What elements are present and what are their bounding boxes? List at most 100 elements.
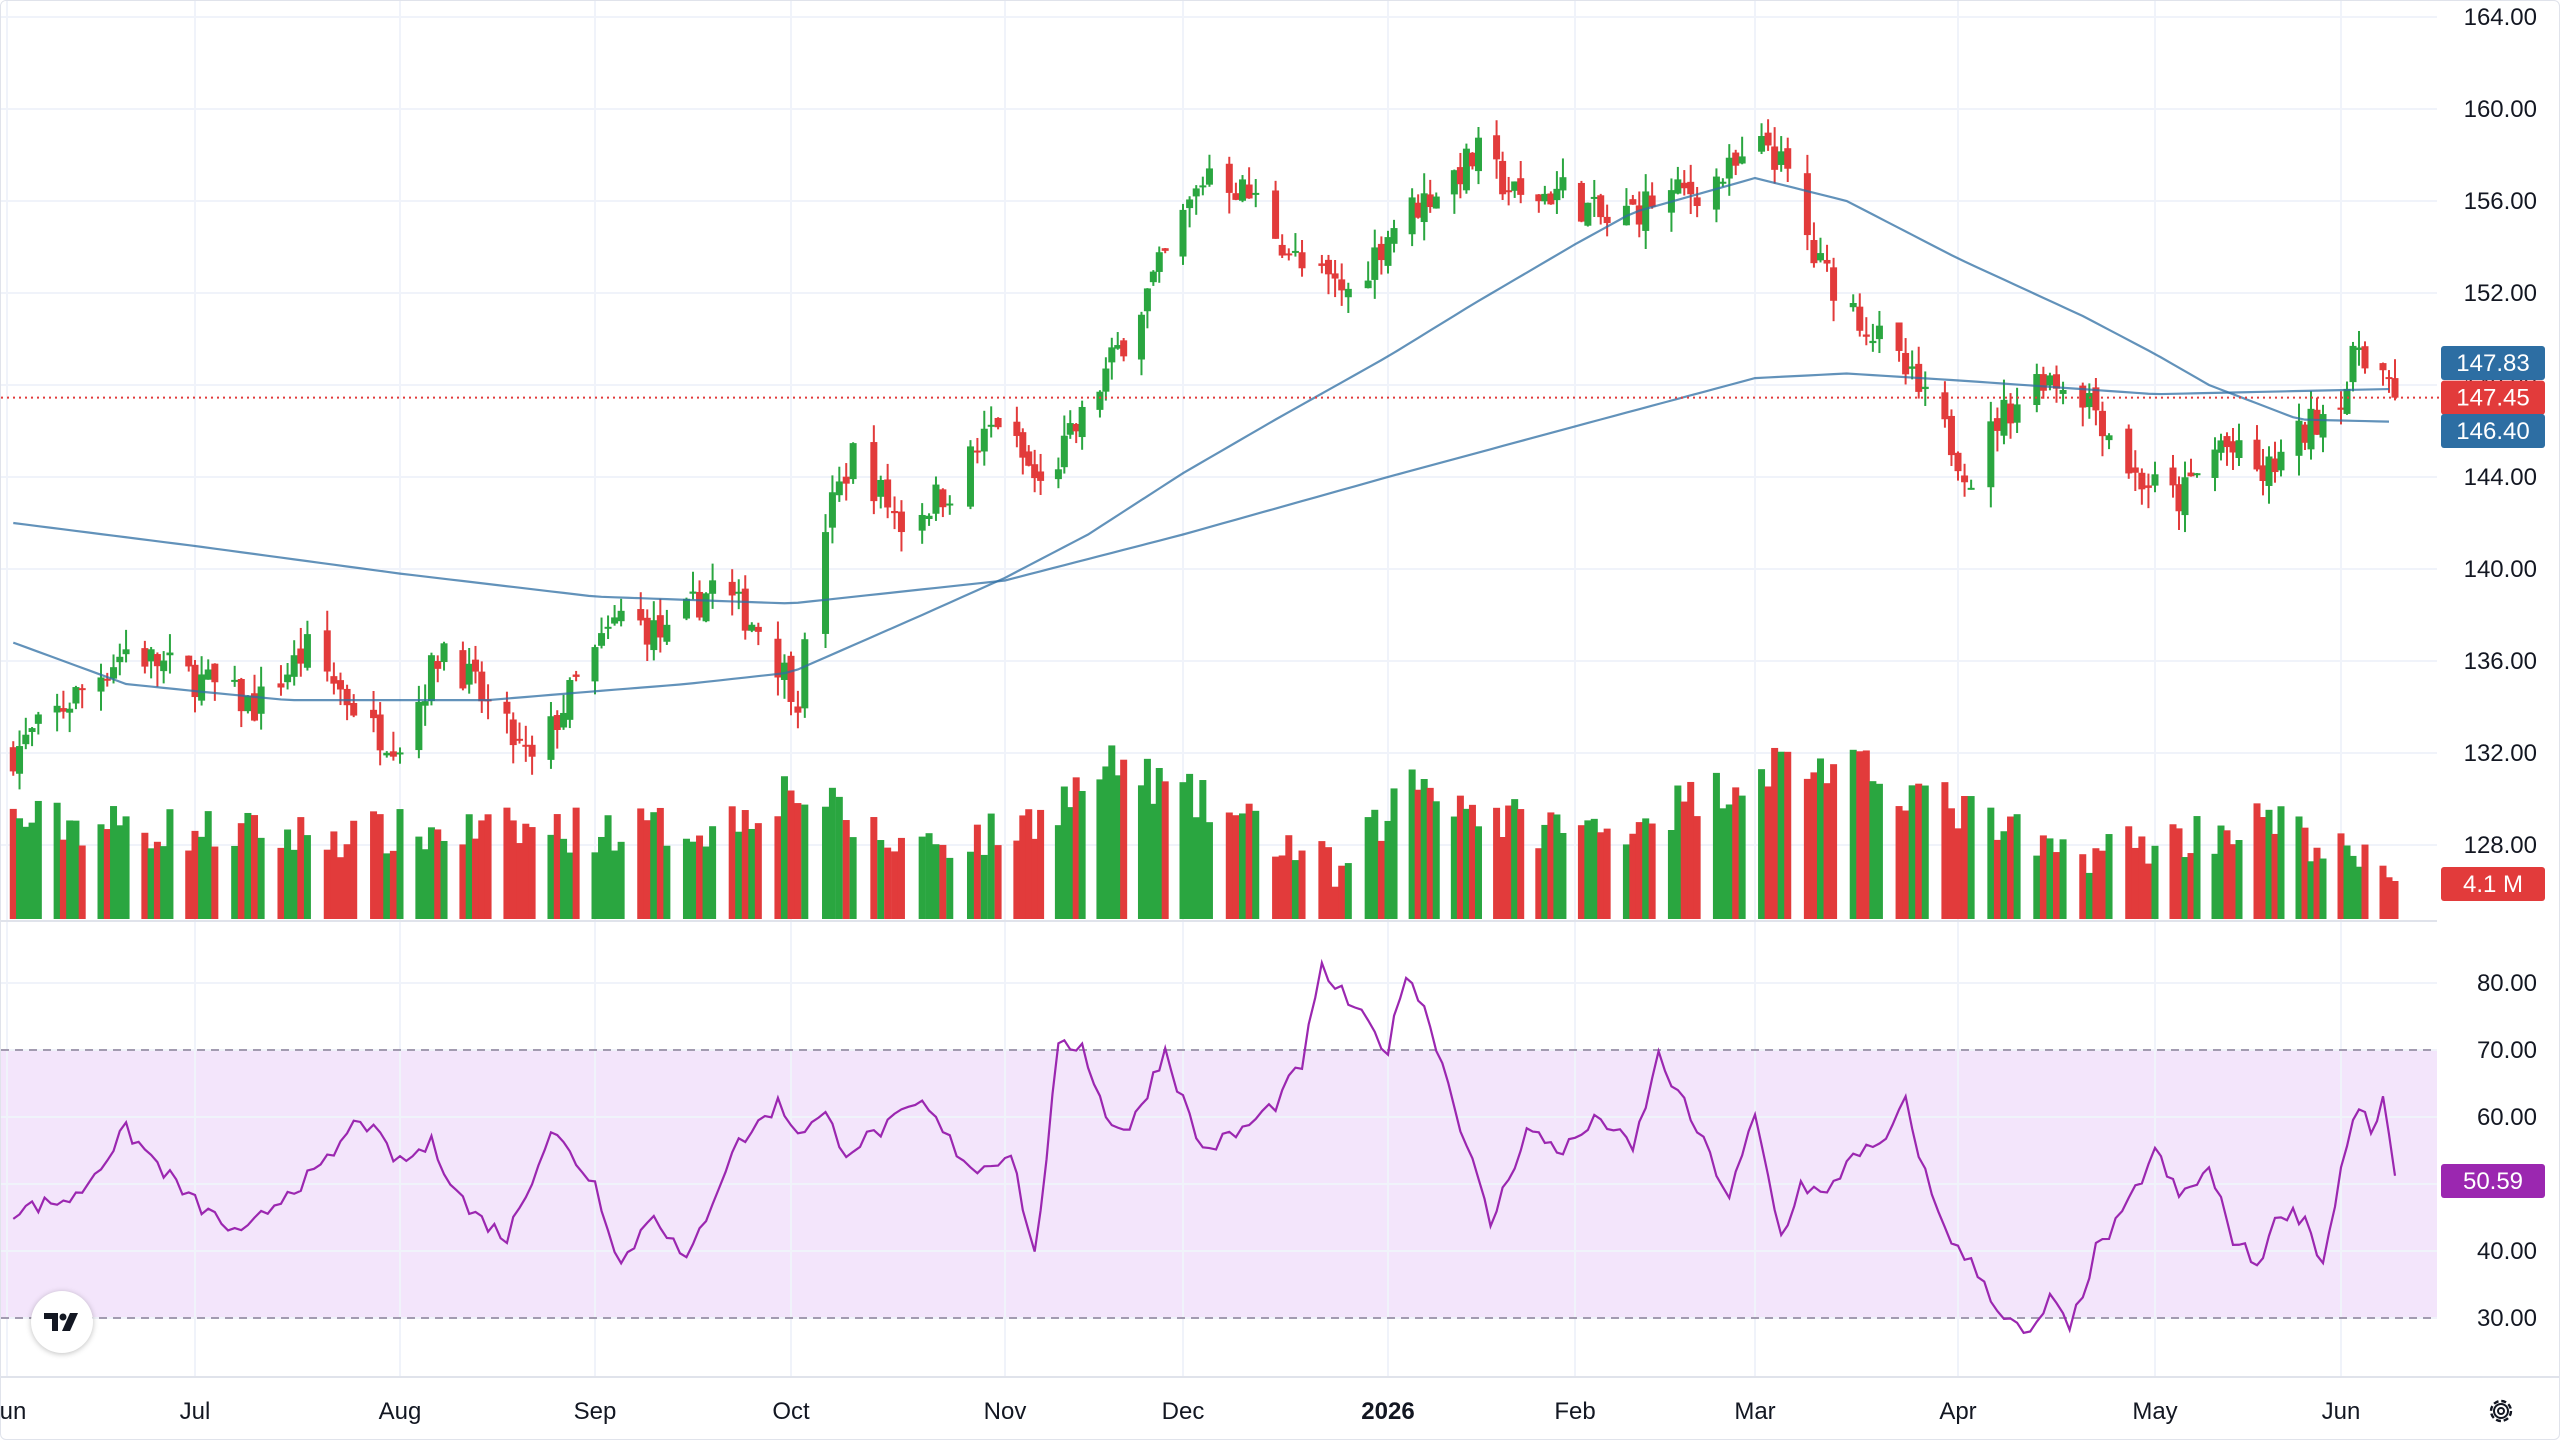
volume-bar [1278, 855, 1286, 919]
candle-body [774, 638, 782, 678]
volume-bar [1915, 783, 1923, 919]
volume-bar [2361, 844, 2369, 919]
candle-body [1371, 247, 1379, 280]
moving-average-line [13, 372, 2390, 605]
candle-body [1102, 368, 1110, 392]
volume-bar [343, 844, 351, 919]
candle-body [1499, 160, 1507, 195]
volume-bar [1205, 822, 1213, 919]
volume-bar [1541, 824, 1549, 919]
volume-bar [1535, 848, 1543, 919]
volume-bar [1941, 782, 1949, 919]
volume-bar [251, 815, 259, 919]
ma-fast-badge: 146.40 [2456, 418, 2529, 445]
volume-bar [2223, 830, 2231, 919]
volume-bar [2181, 857, 2189, 919]
candle-body [822, 532, 830, 634]
volume-bar [1078, 790, 1086, 919]
volume-bar [2085, 872, 2093, 919]
candle-body [754, 626, 762, 632]
volume-bar [842, 820, 850, 919]
candle-body [939, 489, 947, 508]
candle-body [1426, 194, 1434, 208]
volume-bar [471, 838, 479, 919]
candle-body [2033, 374, 2041, 406]
candle-body [330, 676, 338, 684]
volume-bar [2033, 855, 2041, 919]
volume-bar [2253, 803, 2261, 919]
candle-body [522, 744, 530, 747]
price-tick-label: 164.00 [2464, 4, 2537, 31]
candle-body [1025, 451, 1033, 466]
candle-body [1414, 202, 1422, 218]
candle-body [78, 688, 86, 691]
volume-bar [2235, 840, 2243, 919]
volume-pane-bg [1, 1, 2437, 921]
candle-body [1318, 263, 1326, 266]
volume-bar [290, 849, 298, 919]
candle-body [2379, 363, 2387, 371]
volume-bar [459, 844, 467, 919]
candle-body [1719, 181, 1727, 184]
volume-bar [2007, 816, 2015, 919]
candle-body [617, 610, 625, 622]
candlesticks[interactable] [9, 119, 2399, 790]
volume-bar [1186, 773, 1194, 919]
volume-bar [696, 835, 704, 919]
time-axis[interactable]: Jun Jul Aug Sep Oct Nov Dec 2026 Feb Mar Apr May Jun [1, 1398, 2360, 1425]
time-tick-label: Nov [984, 1398, 1027, 1425]
gear-icon[interactable] [2481, 1391, 2521, 1431]
volume-bar [1642, 818, 1650, 919]
candle-body [643, 617, 651, 645]
time-tick-label: 2026 [1361, 1398, 1414, 1425]
volume-bar [72, 820, 80, 919]
candle-body [801, 639, 809, 709]
volume-bar [637, 808, 645, 919]
volume-bar [211, 846, 219, 919]
candle-body [994, 417, 1002, 428]
price-tick-label: 140.00 [2464, 556, 2537, 583]
candle-body [1967, 487, 1975, 490]
candle-body [509, 719, 517, 746]
volume-bar [1803, 778, 1811, 919]
volume-bar [1025, 809, 1033, 919]
volume-bar [1272, 856, 1280, 919]
volume-bar [728, 806, 736, 919]
volume-bar [1199, 780, 1207, 919]
candle-body [2092, 387, 2100, 411]
candle-body [1096, 391, 1104, 410]
candle-body [2265, 456, 2273, 486]
volume-bar [560, 838, 568, 919]
candle-body [1456, 167, 1464, 185]
candle-body [16, 746, 24, 774]
volume-bar [2319, 858, 2327, 919]
candle-body [1245, 184, 1253, 199]
candle-body [1450, 170, 1458, 195]
candle-body [1108, 347, 1116, 363]
volume-bar [1344, 863, 1352, 919]
candle-body [1120, 340, 1128, 357]
volume-bar [794, 803, 802, 919]
candle-body [53, 705, 61, 713]
candle-body [370, 709, 378, 719]
volume-bar [191, 830, 199, 919]
volume-bar [1192, 817, 1200, 919]
volume-bar [822, 806, 830, 919]
candle-body [141, 648, 149, 667]
volume-bar [1603, 828, 1611, 919]
candle-body [116, 656, 124, 663]
candle-body [2125, 428, 2133, 474]
candle-body [2085, 393, 2093, 408]
volume-bar [2349, 855, 2357, 919]
volume-bar [870, 817, 878, 919]
price-tick-label: 144.00 [2464, 464, 2537, 491]
tradingview-logo-icon[interactable] [31, 1291, 93, 1353]
candle-body [1993, 418, 2001, 431]
moving-averages [12, 176, 2390, 702]
candle-body [122, 649, 130, 655]
candle-body [2319, 414, 2327, 438]
volume-bar [110, 806, 118, 919]
